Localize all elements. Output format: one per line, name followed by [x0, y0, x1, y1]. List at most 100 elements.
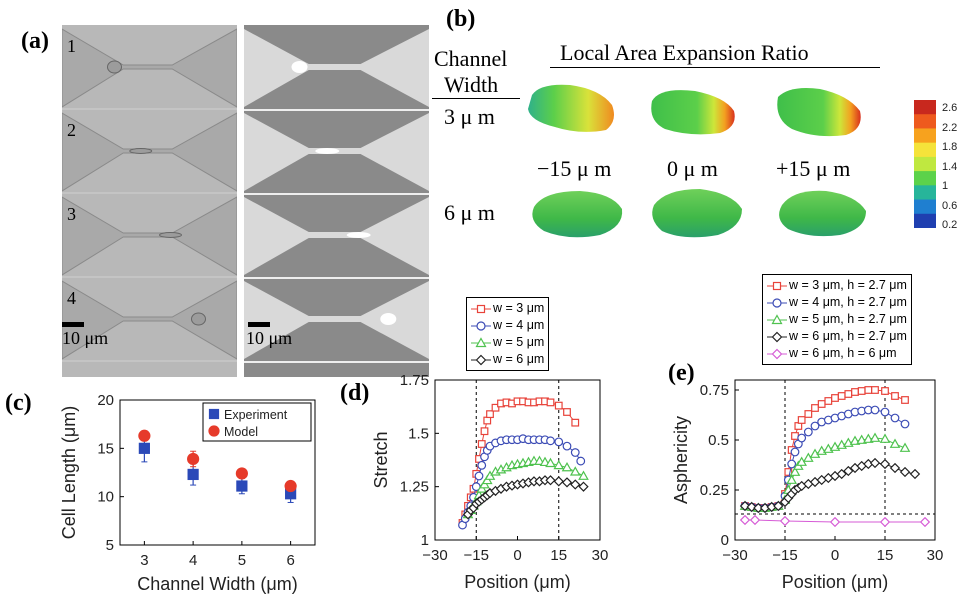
legend-entry: w = 6 μm, h = 6 μm: [767, 345, 907, 362]
data-point: [578, 481, 589, 492]
x-tick-label: 15: [877, 547, 894, 564]
data-point: [889, 462, 901, 474]
series-line: [739, 432, 911, 512]
panel-b-title-underline: [550, 67, 880, 68]
x-tick-label: 6: [286, 552, 294, 569]
cell: [107, 60, 122, 74]
data-point: [563, 408, 571, 416]
simulated-cell: [315, 148, 340, 154]
data-point: [753, 502, 764, 514]
data-point: [553, 476, 564, 487]
series-experiment: [138, 434, 297, 503]
data-point: [869, 457, 881, 469]
panel-a-microscopy-left: [61, 25, 238, 377]
data-point: [576, 456, 586, 466]
cell-6um-minus15: [532, 191, 623, 238]
data-point: [561, 461, 573, 472]
data-point: [891, 392, 899, 400]
data-point: [909, 468, 921, 480]
data-point: [534, 455, 545, 465]
x-tick-label: 0: [831, 547, 839, 564]
data-point: [284, 479, 297, 493]
legend-marker: [767, 331, 787, 343]
x-axis-label: Channel Width (μm): [137, 574, 297, 594]
row-divider: [244, 193, 429, 195]
x-tick-label: −30: [722, 547, 747, 564]
simulated-cell: [380, 313, 397, 325]
data-point: [208, 408, 220, 420]
y-tick-label: 0.75: [700, 382, 729, 399]
y-tick-label: 0: [721, 532, 729, 549]
legend-marker: [767, 298, 787, 308]
data-point: [545, 475, 556, 486]
data-point: [790, 447, 800, 457]
x-tick-label: 30: [592, 547, 609, 564]
legend-text: w = 5 μm, h = 2.7 μm: [789, 312, 907, 326]
data-point: [483, 416, 492, 425]
data-point: [899, 466, 911, 478]
data-point: [561, 477, 573, 488]
cell-6um-plus15: [779, 190, 866, 237]
data-point: [871, 386, 879, 394]
chart-e-legend: w = 3 μm, h = 2.7 μm w = 4 μm, h = 2.7 μm…: [762, 274, 912, 365]
cell: [129, 148, 153, 154]
data-point: [856, 434, 867, 444]
scale-bar-right: [248, 322, 270, 327]
colorbar-segment: [914, 114, 936, 129]
data-point: [879, 516, 891, 528]
data-point: [475, 354, 487, 366]
y-axis-label: Cell Length (μm): [59, 406, 79, 539]
data-point: [789, 466, 801, 476]
chart-c-legend: Experiment Model: [202, 402, 312, 442]
row-label-2: 2: [67, 120, 76, 140]
legend-box: [202, 402, 312, 442]
data-point: [901, 396, 909, 404]
channel-outline: [61, 196, 238, 276]
series-line: [462, 475, 589, 520]
data-point: [772, 281, 782, 290]
legend-entry: w = 6 μm: [471, 351, 544, 368]
legend-entry: w = 4 μm: [471, 317, 544, 334]
panel-c-label: (c): [5, 390, 32, 416]
legend-marker: [471, 354, 491, 366]
data-point: [554, 437, 564, 447]
data-point: [773, 500, 784, 512]
row-divider: [244, 277, 429, 279]
data-point: [786, 474, 797, 484]
series-path: [744, 462, 916, 509]
data-point: [474, 471, 484, 481]
row-label-3: 3: [67, 204, 76, 224]
x-tick-label: −15: [464, 547, 489, 564]
data-point: [844, 390, 853, 398]
y-axis-label: Stretch: [371, 431, 391, 488]
legend-marker: [471, 304, 491, 313]
series-line: [739, 457, 921, 514]
legend-text: w = 3 μm, h = 2.7 μm: [789, 278, 907, 292]
y-tick-label: 20: [97, 392, 114, 409]
y-tick-label: 10: [97, 489, 114, 506]
data-point: [797, 433, 807, 443]
cell: [191, 312, 206, 326]
data-point: [849, 435, 861, 445]
series-line: [740, 405, 910, 513]
data-point: [554, 401, 563, 410]
data-point: [569, 466, 581, 476]
data-point: [779, 515, 791, 527]
panel-a-label: (a): [21, 28, 49, 54]
colorbar-segment: [914, 171, 936, 186]
data-point: [869, 432, 881, 442]
colorbar-segment: [914, 199, 936, 215]
legend-entry: w = 3 μm, h = 2.7 μm: [767, 277, 907, 294]
colorbar-tick-label: 0.2: [942, 219, 958, 231]
data-point: [817, 400, 826, 408]
channel-region: [244, 29, 429, 107]
y-tick-label: 1.5: [408, 425, 429, 442]
x-tick-label: −30: [422, 547, 447, 564]
microchannel-simulation-images: [244, 29, 429, 363]
data-point: [797, 416, 806, 424]
plot-frame: [119, 399, 316, 546]
data-point: [881, 387, 889, 395]
data-point: [829, 516, 841, 528]
scale-bar-left: [62, 322, 84, 327]
header-underline: [432, 98, 520, 99]
